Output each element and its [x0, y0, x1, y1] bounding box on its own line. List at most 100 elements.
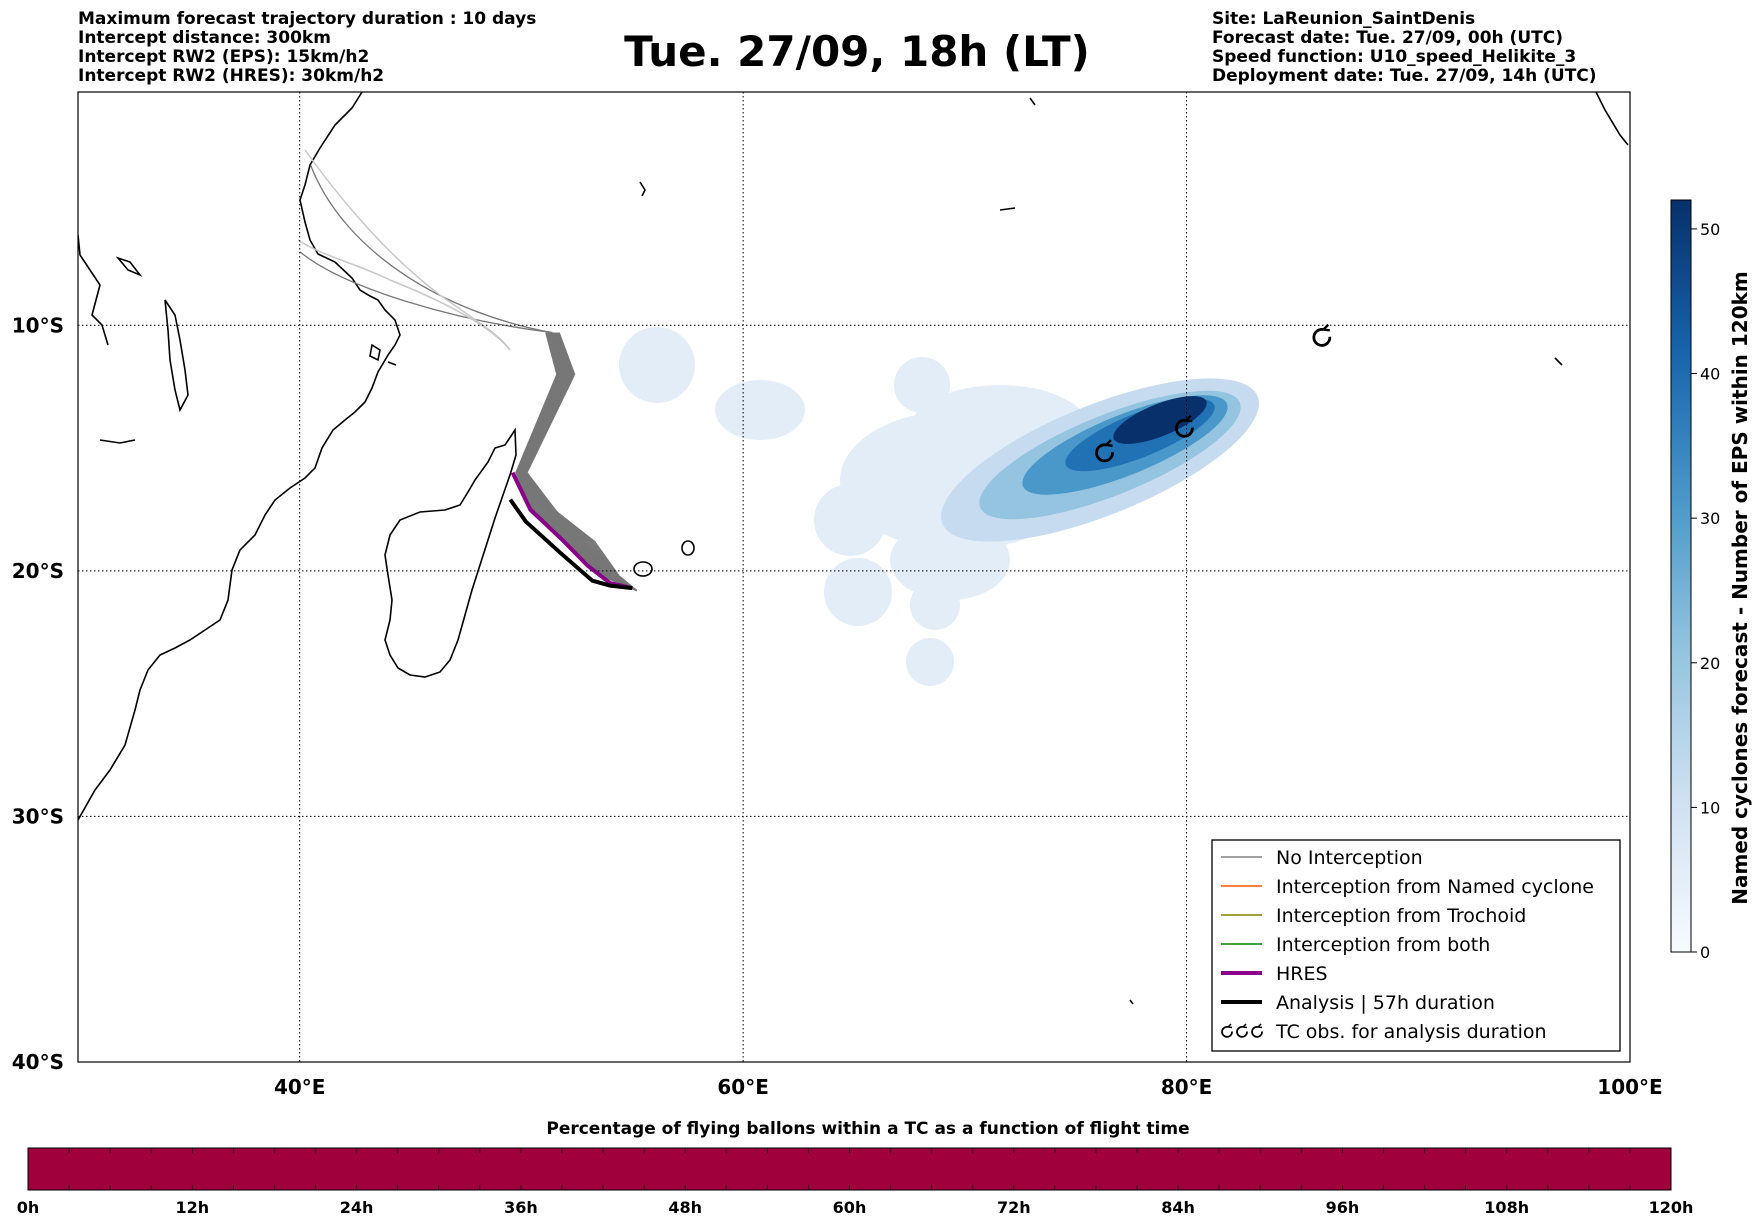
map-gridlines	[78, 92, 1630, 1062]
legend-box	[1211, 839, 1621, 1052]
lat-tick-label: 10°S	[12, 313, 64, 337]
header-right-line-1: Site: LaReunion_SaintDenis	[1212, 9, 1475, 29]
colorbar: 0 10 20 30 40 50 Named cyclones forecast - Nu…	[1670, 199, 1752, 962]
legend-entry: Interception from Named cyclone	[1221, 876, 1594, 898]
lake-malawi	[164, 299, 189, 413]
colorbar-label: Named cyclones forecast - Number of EPS …	[1728, 271, 1752, 905]
longitude-tick-labels: 40°E 60°E 80°E 100°E	[274, 1075, 1663, 1099]
flight-time-tick-label: 84h	[1161, 1198, 1195, 1217]
legend-entry: No Interception	[1221, 847, 1423, 869]
reunion-island	[633, 561, 653, 577]
legend-entry: Interception from both	[1221, 934, 1490, 956]
header-left-line-4: Intercept RW2 (HRES): 30km/h2	[78, 66, 384, 86]
coastlines	[78, 92, 1629, 1005]
lon-tick-label: 100°E	[1597, 1075, 1662, 1099]
eps-trajectory	[521, 332, 638, 592]
header-left: Maximum forecast trajectory duration : 1…	[78, 9, 536, 86]
legend-entry: Interception from Trochoid	[1221, 905, 1526, 927]
legend-entry: TC obs. for analysis duration	[1221, 1021, 1547, 1043]
header-right: Site: LaReunion_SaintDenis Forecast date…	[1212, 9, 1597, 86]
lat-tick-label: 30°S	[12, 804, 64, 828]
flight-time-tick-label: 48h	[668, 1198, 702, 1217]
header-right-line-3: Speed function: U10_speed_Helikite_3	[1212, 47, 1576, 67]
latitude-tick-labels: 10°S 20°S 30°S 40°S	[12, 313, 64, 1074]
map-frame	[77, 91, 1631, 1063]
hres-trajectory	[510, 471, 633, 591]
flight-time-bar: Percentage of flying ballons within a TC…	[17, 1119, 1694, 1217]
tc-observation-icon	[1174, 414, 1194, 438]
flight-time-tick-label: 36h	[504, 1198, 538, 1217]
lat-tick-label: 20°S	[12, 559, 64, 583]
island	[1554, 357, 1563, 366]
flight-time-bar-title: Percentage of flying ballons within a TC…	[546, 1119, 1189, 1139]
flight-time-tick-label: 12h	[175, 1198, 209, 1217]
lake-outline	[99, 439, 136, 444]
comoros-island	[369, 343, 381, 362]
analysis-trajectory	[508, 498, 633, 591]
header-left-line-3: Intercept RW2 (EPS): 15km/h2	[78, 47, 369, 67]
flight-time-tick-label: 60h	[833, 1198, 867, 1217]
seychelles-island	[639, 181, 646, 197]
madagascar-coastline	[384, 427, 517, 678]
colorbar-tick-label: 30	[1700, 509, 1720, 528]
header-right-line-4: Deployment date: Tue. 27/09, 14h (UTC)	[1212, 66, 1597, 86]
flight-time-bar-fill	[27, 1147, 1672, 1191]
tc-observation-icon	[1095, 439, 1114, 463]
header-left-line-2: Intercept distance: 300km	[78, 28, 331, 48]
lon-tick-label: 80°E	[1161, 1075, 1213, 1099]
africa-coastline	[78, 92, 401, 821]
tc-observation-legend-icon	[1251, 1023, 1263, 1038]
tc-observation-legend-icon	[1236, 1023, 1248, 1038]
flight-time-tick-label: 120h	[1649, 1198, 1694, 1217]
eps-trajectory	[525, 332, 638, 592]
legend: No Interception Interception from Named c…	[1211, 839, 1621, 1052]
legend-label: HRES	[1276, 963, 1328, 985]
legend-label: Interception from Named cyclone	[1276, 876, 1594, 898]
eps-trajectory-trunk	[310, 165, 553, 334]
legend-label: Interception from both	[1276, 934, 1490, 956]
page-title: Tue. 27/09, 18h (LT)	[624, 27, 1090, 76]
africa-lakes	[78, 234, 109, 346]
flight-time-tick-label: 24h	[340, 1198, 374, 1217]
flight-time-tick-label: 0h	[17, 1198, 40, 1217]
island	[387, 361, 397, 366]
eps-trajectory	[523, 332, 638, 592]
density-blob	[1113, 396, 1207, 444]
legend-label: No Interception	[1276, 847, 1423, 869]
colorbar-tick-label: 10	[1700, 798, 1720, 817]
lon-tick-label: 60°E	[717, 1075, 769, 1099]
header-right-line-2: Forecast date: Tue. 27/09, 00h (UTC)	[1212, 28, 1563, 48]
flight-time-tick-label: 96h	[1326, 1198, 1360, 1217]
tc-observation-icon	[1312, 323, 1332, 347]
chagos-island	[999, 207, 1016, 211]
density-blob	[824, 558, 892, 626]
lon-tick-label: 40°E	[274, 1075, 326, 1099]
cyclone-density-field	[619, 327, 1259, 686]
sumatra-coastline	[1595, 92, 1629, 146]
tc-observations	[1095, 323, 1332, 463]
density-blob	[715, 380, 805, 440]
header-left-line-1: Maximum forecast trajectory duration : 1…	[78, 9, 536, 29]
legend-label: TC obs. for analysis duration	[1275, 1021, 1547, 1043]
island	[1129, 999, 1134, 1005]
density-blob	[906, 638, 954, 686]
eps-trajectory-trunk	[299, 251, 553, 334]
mauritius-island	[681, 540, 695, 556]
island	[1029, 97, 1036, 106]
tc-observation-legend-icon	[1221, 1023, 1233, 1038]
density-blob	[619, 327, 695, 403]
colorbar-tick-label: 0	[1700, 943, 1710, 962]
lake-outline	[115, 256, 143, 277]
legend-label: Analysis | 57h duration	[1276, 992, 1495, 1014]
legend-entry: HRES	[1221, 963, 1328, 985]
colorbar-tick-label: 50	[1700, 220, 1720, 239]
long-trajectory	[297, 239, 511, 351]
eps-trajectory	[519, 332, 638, 592]
legend-entry: Analysis | 57h duration	[1221, 992, 1495, 1014]
eps-trajectory	[524, 332, 638, 592]
colorbar-tick-label: 20	[1700, 654, 1720, 673]
flight-time-tick-label: 72h	[997, 1198, 1031, 1217]
colorbar-gradient	[1670, 199, 1692, 953]
eps-trajectory	[520, 332, 638, 592]
